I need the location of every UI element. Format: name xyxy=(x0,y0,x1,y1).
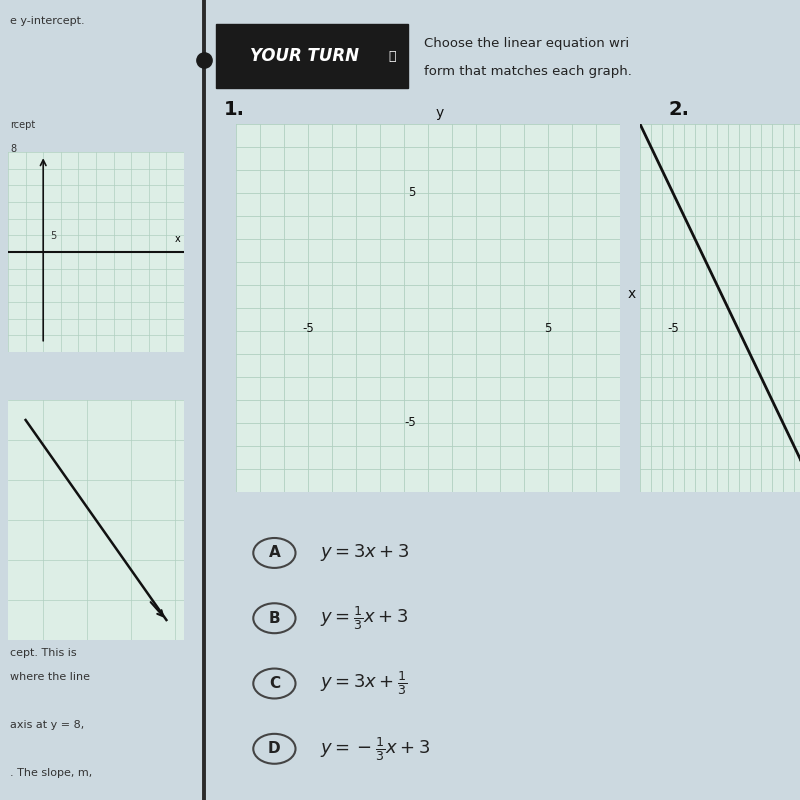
Text: 5: 5 xyxy=(50,230,57,241)
Text: $y = 3x + 3$: $y = 3x + 3$ xyxy=(321,542,410,563)
Text: D: D xyxy=(268,742,281,756)
Text: x: x xyxy=(175,234,181,244)
Text: 5: 5 xyxy=(544,322,552,334)
Text: A: A xyxy=(269,546,280,561)
Text: $y = 3x + \frac{1}{3}$: $y = 3x + \frac{1}{3}$ xyxy=(321,670,408,698)
FancyBboxPatch shape xyxy=(216,24,408,88)
Text: 1.: 1. xyxy=(224,100,245,119)
Text: C: C xyxy=(269,676,280,691)
Text: 5: 5 xyxy=(409,186,416,199)
Text: . The slope, m,: . The slope, m, xyxy=(10,768,93,778)
Text: -5: -5 xyxy=(404,417,416,430)
Text: form that matches each graph.: form that matches each graph. xyxy=(424,66,632,78)
Text: axis at y = 8,: axis at y = 8, xyxy=(10,720,85,730)
Text: e y-intercept.: e y-intercept. xyxy=(10,16,85,26)
Text: 2.: 2. xyxy=(668,100,689,119)
Text: where the line: where the line xyxy=(10,672,90,682)
Text: y: y xyxy=(435,106,443,119)
Text: Choose the linear equation wri: Choose the linear equation wri xyxy=(424,38,629,50)
Text: 8: 8 xyxy=(10,144,16,154)
Text: -5: -5 xyxy=(302,322,314,334)
Text: rcept: rcept xyxy=(10,120,35,130)
Text: $y = -\frac{1}{3}x + 3$: $y = -\frac{1}{3}x + 3$ xyxy=(321,735,430,762)
Text: cept. This is: cept. This is xyxy=(10,648,77,658)
Text: B: B xyxy=(269,610,280,626)
Text: -5: -5 xyxy=(667,322,679,334)
Text: x: x xyxy=(628,287,636,301)
Text: $y = \frac{1}{3}x + 3$: $y = \frac{1}{3}x + 3$ xyxy=(321,604,409,632)
Text: YOUR TURN: YOUR TURN xyxy=(250,47,358,65)
Text: 🖊: 🖊 xyxy=(388,50,396,62)
